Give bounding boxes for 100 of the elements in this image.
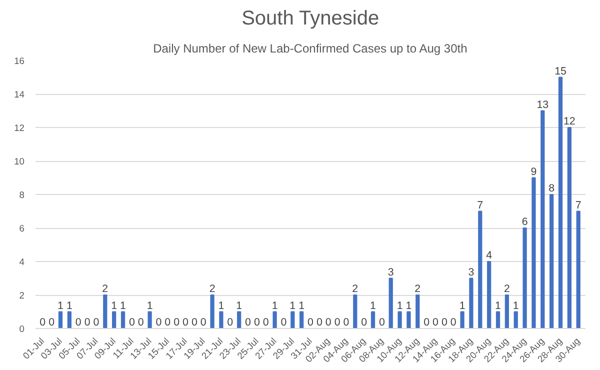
data-label: 1 xyxy=(495,300,502,312)
data-label: 1 xyxy=(298,300,305,312)
y-tick-label: 16 xyxy=(14,56,25,66)
data-label: 0 xyxy=(245,316,252,328)
data-label: 1 xyxy=(406,300,412,312)
data-label: 1 xyxy=(218,300,224,312)
bar xyxy=(353,294,358,328)
bar xyxy=(514,311,518,328)
data-label: 0 xyxy=(308,316,314,328)
bar xyxy=(210,294,214,328)
data-label: 9 xyxy=(530,166,537,178)
bar xyxy=(120,311,126,328)
bar xyxy=(300,311,304,328)
data-label: 4 xyxy=(486,250,492,262)
bar xyxy=(148,311,152,328)
data-label: 2 xyxy=(414,283,421,295)
data-label: 13 xyxy=(536,98,549,111)
data-label: 1 xyxy=(146,300,153,312)
data-label: 7 xyxy=(575,199,582,212)
data-label: 0 xyxy=(343,316,350,328)
data-label: 0 xyxy=(191,316,198,328)
data-label: 1 xyxy=(272,300,278,312)
bar xyxy=(469,278,474,328)
data-label: 0 xyxy=(75,316,82,328)
data-label: 0 xyxy=(262,316,269,328)
data-label: 1 xyxy=(120,300,126,312)
data-label: 0 xyxy=(361,316,368,328)
data-label: 1 xyxy=(370,300,376,312)
data-label: 0 xyxy=(156,316,162,328)
bar xyxy=(67,311,72,328)
data-label: 0 xyxy=(432,316,439,328)
bar xyxy=(406,311,411,328)
bar xyxy=(532,177,536,328)
data-label: 6 xyxy=(522,216,528,228)
y-tick-label: 4 xyxy=(19,257,25,267)
data-label: 0 xyxy=(40,316,46,328)
bar xyxy=(487,261,492,328)
y-tick-label: 6 xyxy=(19,224,25,234)
y-tick-label: 2 xyxy=(19,290,25,300)
bar xyxy=(388,278,393,328)
data-label: 2 xyxy=(102,283,108,295)
data-label: 0 xyxy=(174,316,180,328)
data-label: 12 xyxy=(564,116,576,128)
bar xyxy=(398,311,402,328)
bar xyxy=(58,311,63,328)
data-label: 2 xyxy=(209,283,216,295)
bar xyxy=(550,194,554,328)
bar xyxy=(237,311,242,328)
y-tick-label: 14 xyxy=(14,90,25,100)
bar xyxy=(504,294,509,328)
data-label: 0 xyxy=(441,316,448,328)
data-label: 0 xyxy=(334,316,340,328)
data-label: 0 xyxy=(424,316,430,328)
bar xyxy=(540,110,545,328)
bar xyxy=(272,311,277,328)
bar xyxy=(290,311,295,328)
bar xyxy=(496,311,500,328)
bar xyxy=(576,210,580,328)
y-tick-label: 10 xyxy=(14,156,25,166)
data-label: 2 xyxy=(504,283,510,295)
data-label: 0 xyxy=(378,316,385,328)
bar xyxy=(567,127,572,328)
bar xyxy=(416,294,420,328)
data-label: 1 xyxy=(396,300,403,312)
data-label: 1 xyxy=(66,300,72,312)
chart-subtitle: Daily Number of New Lab-Confirmed Cases up to Aug 30th xyxy=(153,42,468,56)
data-label: 0 xyxy=(164,316,171,328)
data-label: 1 xyxy=(111,300,118,312)
data-label: 1 xyxy=(58,300,64,312)
bar xyxy=(112,311,116,328)
data-label: 1 xyxy=(236,300,242,312)
data-label: 0 xyxy=(280,316,287,328)
data-label: 0 xyxy=(227,316,234,328)
bar xyxy=(219,311,224,328)
bar xyxy=(522,228,527,328)
data-label: 1 xyxy=(512,300,519,312)
data-label: 3 xyxy=(468,266,474,278)
bar xyxy=(478,210,482,328)
data-label: 2 xyxy=(352,283,358,295)
bar xyxy=(103,294,108,328)
data-label: 0 xyxy=(200,316,206,328)
data-label: 15 xyxy=(554,65,566,78)
bar xyxy=(460,311,464,328)
y-tick-label: 8 xyxy=(19,190,25,200)
data-label: 3 xyxy=(388,266,394,278)
data-label: 0 xyxy=(182,316,189,328)
data-label: 0 xyxy=(93,316,100,328)
data-label: 7 xyxy=(477,199,484,212)
bar xyxy=(370,311,376,328)
data-label: 0 xyxy=(450,316,456,328)
y-tick-label: 0 xyxy=(19,324,25,334)
data-label: 0 xyxy=(84,316,90,328)
chart-title: South Tyneside xyxy=(242,8,380,30)
data-label: 1 xyxy=(290,300,296,312)
data-label: 0 xyxy=(254,316,260,328)
data-label: 0 xyxy=(48,316,55,328)
data-label: 0 xyxy=(316,316,322,328)
bar xyxy=(558,76,563,328)
data-label: 0 xyxy=(128,316,135,328)
data-label: 1 xyxy=(459,300,466,312)
